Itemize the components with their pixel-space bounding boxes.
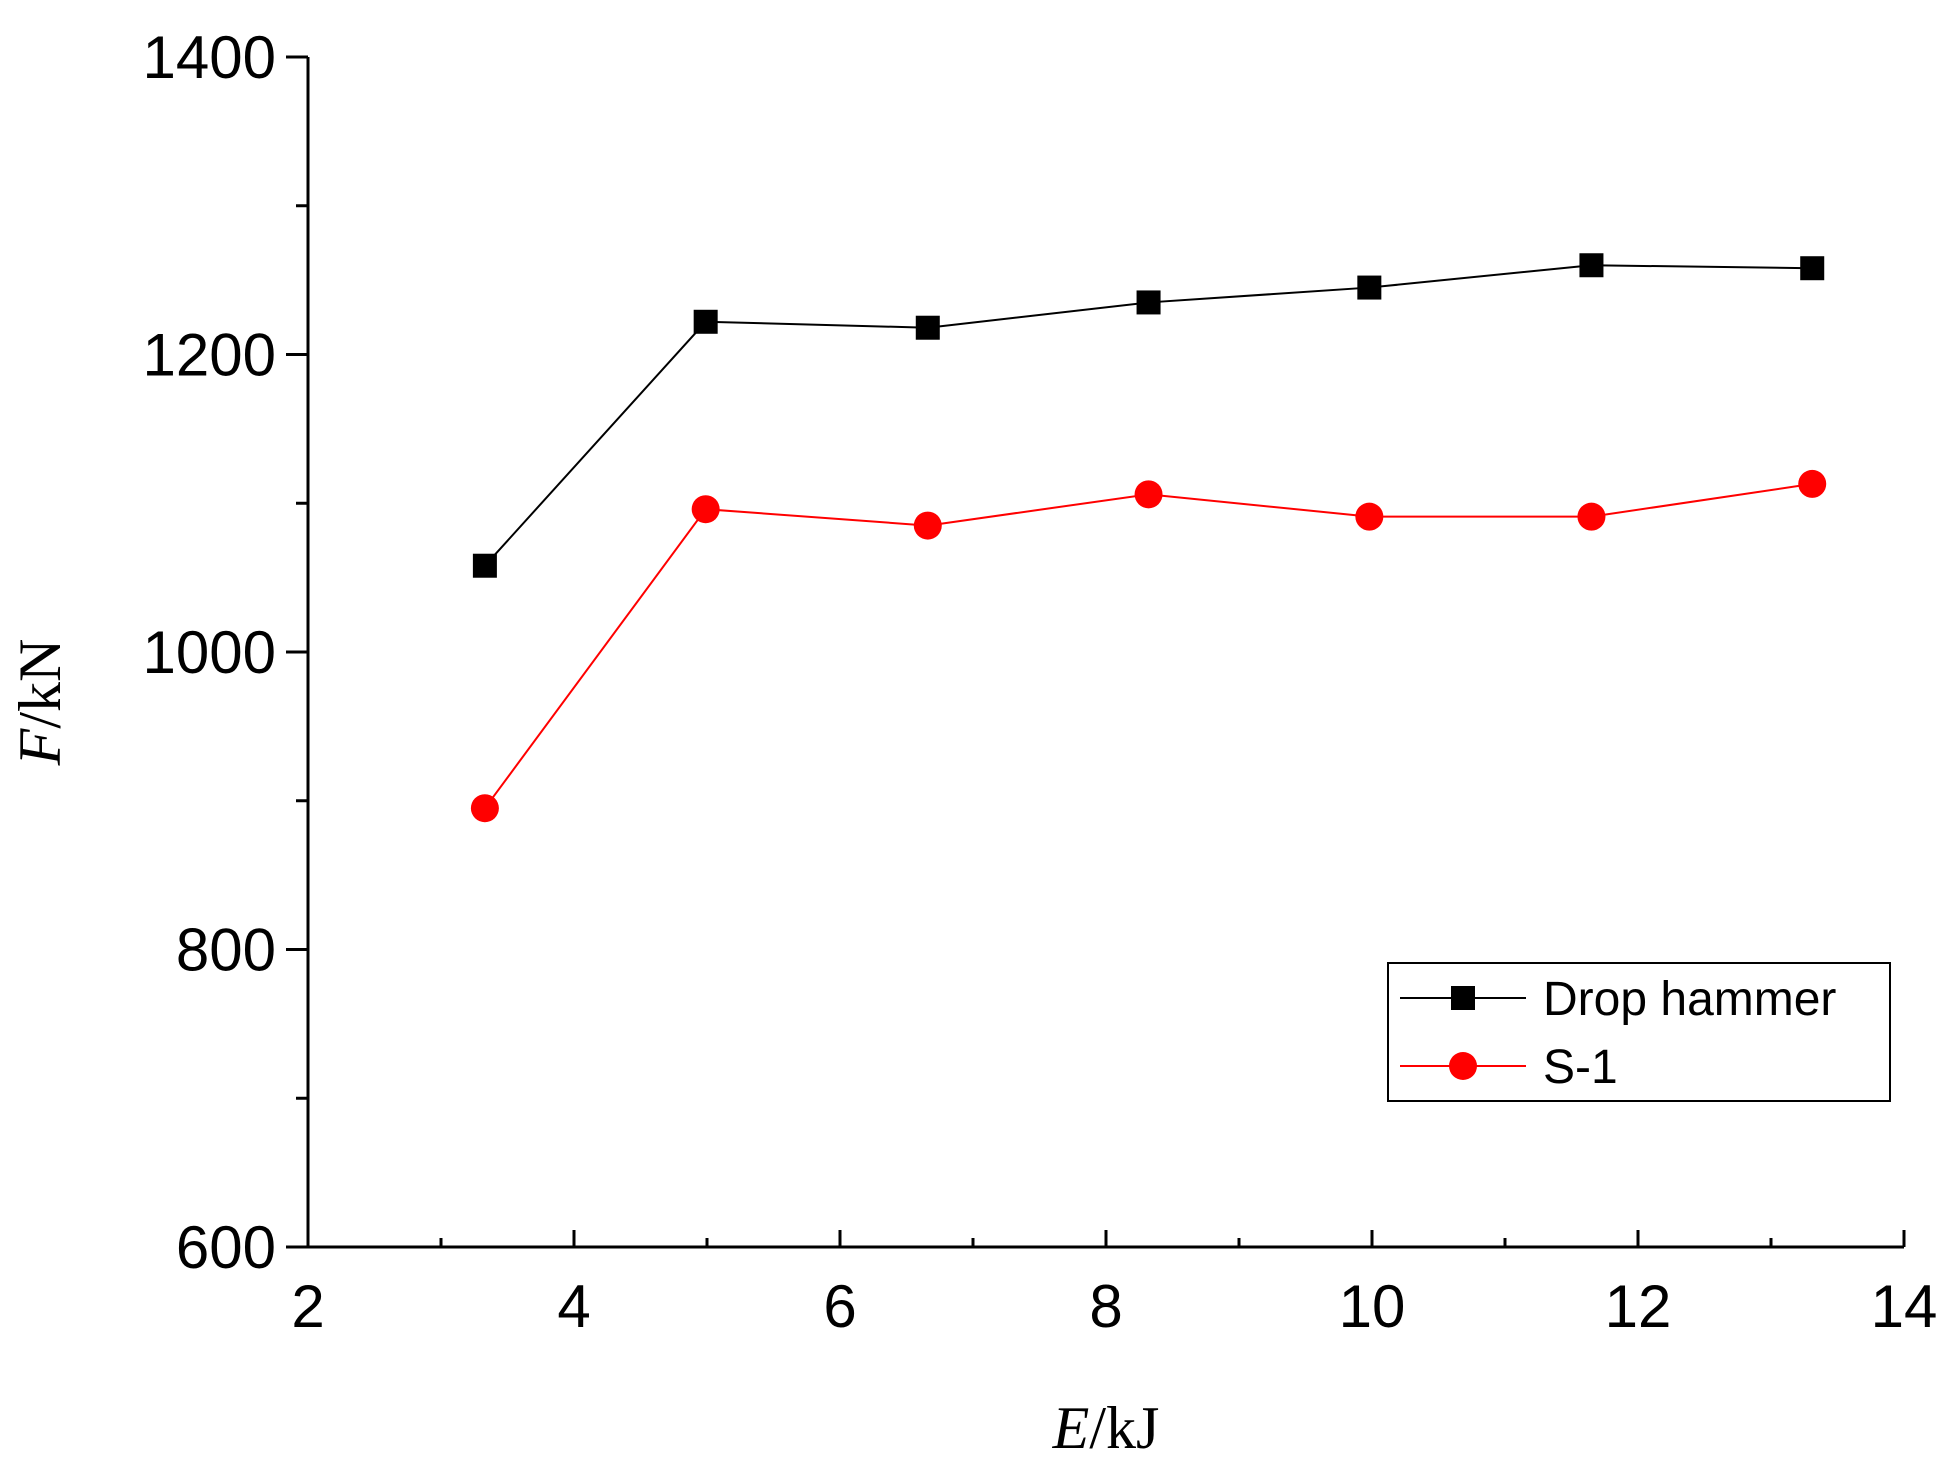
data-point [472,553,497,578]
x-tick-label: 8 [1089,1273,1122,1340]
series-2 [470,469,1827,823]
y-axis-title: F/kN [7,639,73,767]
data-point [1136,290,1161,315]
y-tick-label: 1000 [143,619,276,686]
x-tick-label: 6 [823,1273,856,1340]
series-1 [472,253,1825,578]
legend-items: Drop hammer S-1 [1400,973,1836,1094]
data-point [691,495,720,524]
data-point [1355,502,1384,531]
x-tick-label: 10 [1339,1273,1406,1340]
legend-marker [1451,986,1475,1010]
y-tick-label: 800 [176,917,276,984]
x-tick-label: 2 [291,1273,324,1340]
data-point [1579,253,1604,278]
data-point [915,315,940,340]
x-axis-variable: E [1052,1395,1090,1461]
legend-marker [1449,1052,1477,1080]
x-axis-ticks: 2 4 6 8 10 12 14 [291,1230,1937,1340]
series-line [484,482,1813,809]
y-axis-ticks: 600 800 1000 1200 1400 [143,24,308,1281]
y-axis-unit: /kN [7,639,73,729]
x-tick-label: 14 [1871,1273,1938,1340]
series-layer [470,253,1827,823]
data-point [1134,480,1163,509]
x-axis-title: E/kJ [1052,1395,1160,1461]
x-tick-label: 12 [1605,1273,1672,1340]
y-tick-label: 1200 [143,322,276,389]
legend-label: Drop hammer [1543,973,1836,1026]
data-point [1577,502,1606,531]
y-tick-label: 600 [176,1214,276,1281]
legend-item: Drop hammer [1400,973,1836,1026]
x-axis-unit: /kJ [1089,1395,1159,1461]
legend: Drop hammer S-1 [1387,962,1891,1102]
legend-item: S-1 [1400,1041,1618,1094]
data-point [1357,275,1382,300]
data-point [913,511,942,540]
y-axis-title-group: F/kN [7,639,73,767]
x-tick-label: 4 [557,1273,590,1340]
legend-label: S-1 [1543,1041,1618,1094]
y-axis-variable: F [7,727,73,766]
data-point [1800,256,1825,281]
data-point [470,794,499,823]
data-point [693,309,718,334]
data-point [1798,469,1827,498]
y-tick-label: 1400 [143,24,276,91]
